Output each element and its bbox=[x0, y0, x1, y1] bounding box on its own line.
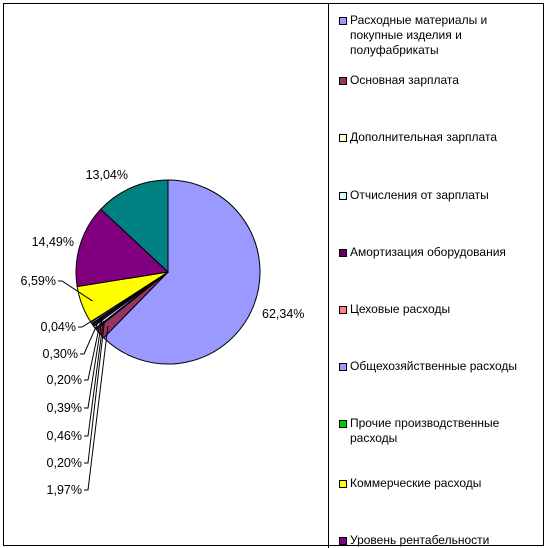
legend-swatch-6 bbox=[339, 363, 347, 371]
legend-item-4: Амортизация оборудования bbox=[339, 245, 539, 260]
legend-swatch-8 bbox=[339, 480, 347, 488]
slice-value-label-0: 62,34% bbox=[262, 307, 304, 321]
legend-item-1: Основная зарплата bbox=[339, 73, 539, 88]
leader-line-2 bbox=[84, 321, 105, 464]
legend-label-3: Отчисления от зарплаты bbox=[350, 188, 489, 202]
leader-line-7 bbox=[78, 315, 101, 328]
legend-swatch-1 bbox=[339, 77, 347, 85]
leader-line-5 bbox=[84, 317, 102, 381]
leader-line-6 bbox=[80, 316, 101, 355]
legend-label-6: Общехозяйственные расходы bbox=[350, 359, 518, 373]
legend-label-9: Уровень рентабельности bbox=[350, 533, 490, 547]
leader-line-1 bbox=[84, 326, 109, 491]
legend-item-6: Общехозяйственные расходы bbox=[339, 359, 539, 374]
slice-value-label-10: 13,04% bbox=[86, 168, 128, 182]
leader-line-8 bbox=[58, 280, 93, 302]
slice-value-label-3: 0,46% bbox=[47, 429, 82, 443]
leader-line-3 bbox=[84, 320, 104, 437]
slice-value-label-5: 0,20% bbox=[47, 373, 82, 387]
pie-slice-9 bbox=[75, 208, 170, 288]
slice-value-label-9: 14,49% bbox=[32, 235, 74, 249]
legend-label-1: Основная зарплата bbox=[350, 73, 459, 87]
legend-label-7: Прочие производственные расходы bbox=[350, 416, 500, 445]
slice-value-label-2: 0,20% bbox=[47, 456, 82, 470]
legend: Расходные материалы и покупные изделия и… bbox=[328, 4, 543, 548]
slice-value-label-7: 0,04% bbox=[41, 320, 76, 334]
slice-value-label-8: 6,59% bbox=[21, 274, 56, 288]
legend-item-2: Дополнительная зарплата bbox=[339, 130, 539, 145]
legend-label-8: Коммерческие расходы bbox=[350, 476, 482, 490]
leader-line-4 bbox=[84, 318, 103, 409]
slice-value-label-6: 0,30% bbox=[43, 347, 78, 361]
legend-label-0: Расходные материалы и покупные изделия и… bbox=[350, 13, 488, 57]
legend-label-5: Цеховые расходы bbox=[350, 302, 451, 316]
legend-swatch-4 bbox=[339, 249, 347, 257]
legend-item-0: Расходные материалы и покупные изделия и… bbox=[339, 13, 539, 58]
legend-item-7: Прочие производственные расходы bbox=[339, 416, 539, 446]
slice-value-label-1: 1,97% bbox=[47, 483, 82, 497]
legend-swatch-2 bbox=[339, 134, 347, 142]
pie-slice-10 bbox=[100, 179, 169, 274]
legend-swatch-5 bbox=[339, 306, 347, 314]
legend-item-9: Уровень рентабельности bbox=[339, 533, 539, 548]
legend-label-2: Дополнительная зарплата bbox=[350, 130, 497, 144]
slice-value-label-4: 0,39% bbox=[47, 401, 82, 415]
legend-item-3: Отчисления от зарплаты bbox=[339, 188, 539, 203]
legend-label-4: Амортизация оборудования bbox=[350, 245, 506, 259]
legend-swatch-9 bbox=[339, 537, 347, 545]
legend-swatch-0 bbox=[339, 17, 347, 25]
legend-swatch-3 bbox=[339, 192, 347, 200]
legend-item-5: Цеховые расходы bbox=[339, 302, 539, 317]
legend-swatch-7 bbox=[339, 420, 347, 428]
legend-item-8: Коммерческие расходы bbox=[339, 476, 539, 491]
pie-slice-0 bbox=[102, 179, 261, 365]
